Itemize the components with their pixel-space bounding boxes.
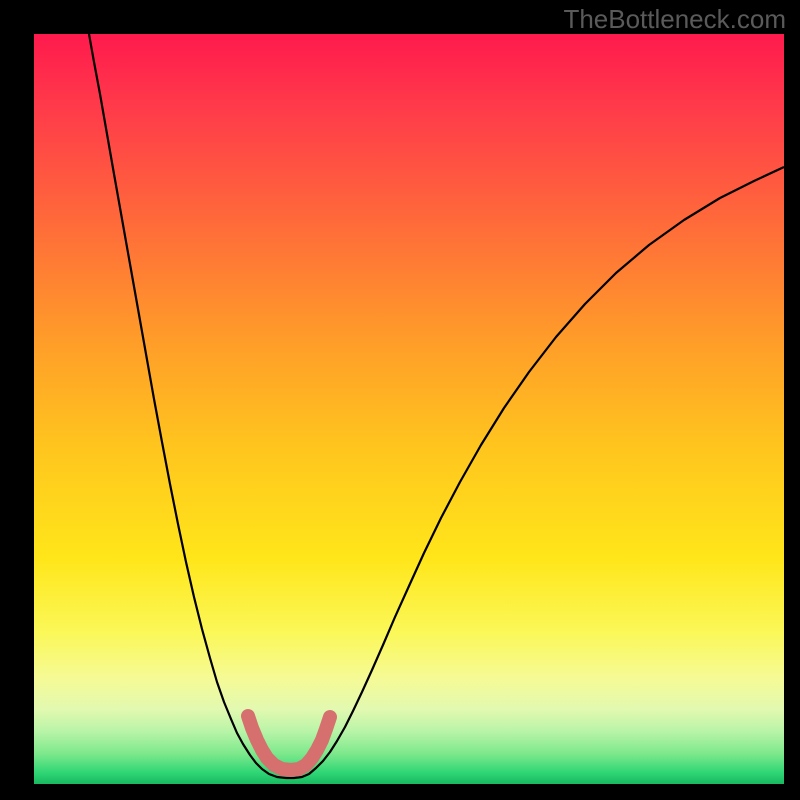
bottleneck-curve (89, 34, 784, 778)
curve-layer (34, 34, 784, 784)
chart-frame: TheBottleneck.com (0, 0, 800, 800)
marker-u-shape (248, 716, 330, 770)
watermark-text: TheBottleneck.com (563, 4, 786, 35)
plot-area (34, 34, 784, 784)
